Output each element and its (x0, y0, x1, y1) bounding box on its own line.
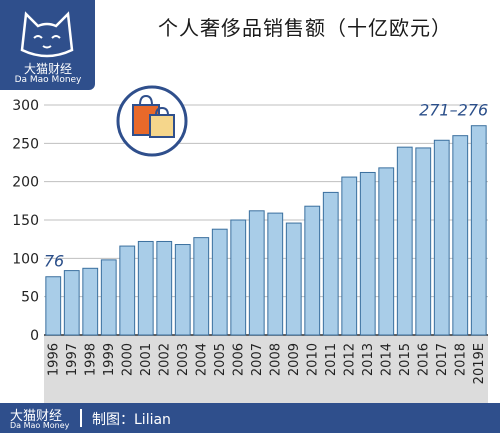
bar-1996 (45, 276, 62, 336)
brand-logo: 大猫财经 Da Mao Money (0, 0, 95, 90)
x-tick-label: 1999 (102, 343, 117, 376)
bar-1997 (63, 270, 80, 336)
bar-chart: 0 50 100 150 200 250 300 1996 1997 1998 1999 2000 2… (12, 85, 488, 403)
bar-2005 (211, 228, 228, 336)
y-tick-label: 250 (12, 136, 39, 152)
bar-1998 (82, 267, 99, 336)
x-tick-label: 2014 (379, 343, 394, 376)
y-tick-label: 300 (12, 98, 39, 114)
bar-2011 (322, 191, 339, 336)
x-tick-label: 1997 (65, 343, 80, 376)
y-tick-label: 0 (30, 328, 39, 344)
cat-logo-icon (20, 11, 74, 58)
bar-2015 (396, 146, 413, 336)
bar-2014 (378, 167, 395, 336)
x-tick-label: 2003 (176, 343, 191, 376)
x-tick-label: 2006 (231, 343, 246, 376)
bar-2017 (433, 139, 450, 336)
x-tick-label: 1996 (46, 343, 61, 376)
footer-brand-en: Da Mao Money (10, 421, 70, 430)
x-tick-label: 2017 (435, 343, 450, 376)
footer-credit: 制图：Lilian (92, 412, 171, 428)
x-tick-label: 2012 (342, 343, 357, 376)
x-tick-label: 2015 (398, 343, 413, 376)
y-tick-label: 100 (12, 251, 39, 267)
bar-2013 (359, 171, 376, 336)
y-tick-label: 200 (12, 175, 39, 191)
footer-bar: 大猫财经 Da Mao Money 制图：Lilian (0, 403, 500, 433)
bar-2010 (304, 205, 321, 336)
bar-2003 (174, 244, 191, 336)
x-tick-label: 2000 (120, 343, 135, 376)
x-tick-label: 2010 (305, 343, 320, 376)
x-tick-label: 2004 (194, 343, 209, 376)
data-label-2019E: 271–276 (419, 101, 488, 120)
footer-brand-cn: 大猫财经 (10, 409, 63, 424)
x-tick-label: 2013 (361, 343, 376, 376)
x-tick-label: 2019E (472, 343, 487, 384)
y-tick-label: 150 (12, 213, 39, 229)
chart-title: 个人奢侈品销售额（十亿欧元） (158, 16, 452, 40)
y-tick-label: 50 (21, 290, 39, 306)
bar-1999 (100, 259, 117, 336)
data-label-1996: 76 (44, 252, 64, 271)
logo-text-cn: 大猫财经 (23, 62, 72, 76)
bar-2007 (248, 210, 265, 336)
x-tick-label: 2016 (416, 343, 431, 376)
x-tick-label: 2018 (453, 343, 468, 376)
bar-2001 (137, 240, 154, 336)
bar-2019E (470, 125, 487, 336)
logo-text-en: Da Mao Money (14, 75, 82, 85)
x-tick-label: 2009 (287, 343, 302, 376)
bar-2000 (119, 245, 136, 336)
bar-2004 (193, 237, 210, 336)
bar-2016 (415, 147, 432, 336)
bar-2008 (267, 212, 284, 336)
shopping-bags-icon (116, 85, 188, 157)
bar-2012 (341, 176, 358, 336)
x-tick-label: 2001 (139, 343, 154, 376)
x-tick-label: 2002 (157, 343, 172, 376)
x-axis-band (44, 335, 488, 403)
bar-2009 (285, 222, 302, 336)
bar-2018 (452, 135, 469, 336)
bar-2006 (230, 219, 247, 336)
x-tick-label: 2008 (268, 343, 283, 376)
x-tick-label: 2011 (324, 343, 339, 376)
x-tick-label: 2005 (213, 343, 228, 376)
footer-divider (80, 409, 82, 427)
x-tick-label: 2007 (250, 343, 265, 376)
x-tick-label: 1998 (83, 343, 98, 376)
bar-2002 (156, 240, 173, 336)
